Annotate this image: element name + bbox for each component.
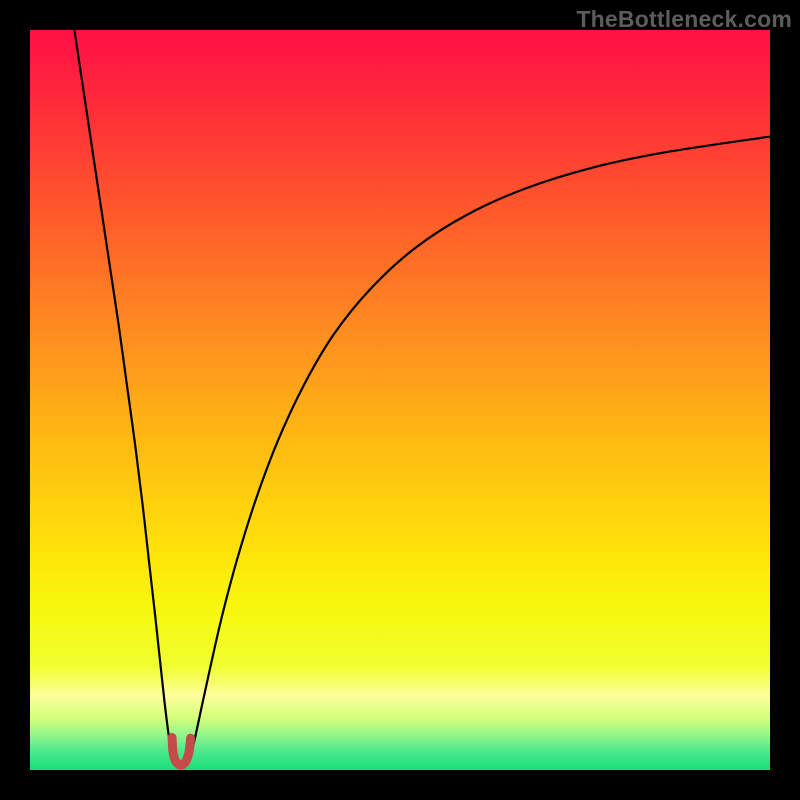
plot-area: [30, 30, 770, 770]
chart-svg: [30, 30, 770, 770]
chart-container: TheBottleneck.com: [0, 0, 800, 800]
gradient-background: [30, 30, 770, 770]
watermark-text: TheBottleneck.com: [576, 6, 792, 33]
